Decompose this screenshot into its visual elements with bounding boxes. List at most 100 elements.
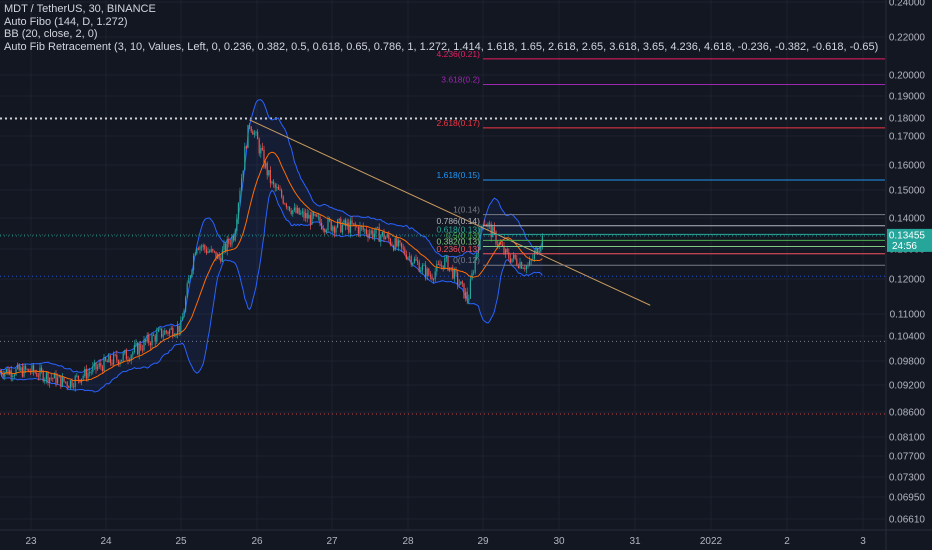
candle-body (277, 187, 279, 190)
candle-body (473, 272, 475, 274)
candle-body (156, 331, 158, 342)
candle-body (508, 252, 510, 259)
candle-body (329, 218, 331, 221)
candle-body (506, 249, 508, 253)
candle-body (20, 367, 22, 371)
candle-body (181, 317, 183, 321)
candle-body (345, 219, 347, 227)
time-axis-tick: 30 (553, 536, 565, 547)
candle-body (39, 367, 41, 377)
candle-body (386, 234, 388, 238)
candle-body (306, 213, 308, 219)
candle-body (124, 350, 126, 354)
candle-body (401, 242, 403, 248)
candle-body (428, 268, 430, 275)
candle-body (23, 365, 25, 377)
indicator-bollinger-bands[interactable]: BB (20, close, 2, 0) (4, 28, 98, 40)
candle-body (353, 223, 355, 225)
candle-body (37, 376, 39, 378)
candle-body (18, 364, 20, 371)
candle-body (151, 334, 153, 346)
candle-body (538, 251, 540, 255)
candle-body (372, 230, 374, 238)
candle-body (337, 219, 339, 228)
candle-body (249, 124, 251, 127)
candle-body (479, 228, 481, 250)
candle-body (146, 334, 148, 342)
candle-body (466, 291, 468, 301)
grid-lines (0, 0, 885, 530)
candle-body (429, 274, 431, 277)
indicator-auto-fib-retracement[interactable]: Auto Fib Retracement (3, 10, Values, Lef… (4, 40, 879, 53)
candle-body (210, 249, 212, 252)
candle-body (60, 375, 62, 387)
candle-body (207, 251, 209, 254)
candle-body (268, 170, 270, 176)
candle-body (380, 235, 382, 242)
fib-level-label: 0.5(0.13) (446, 230, 480, 240)
price-axis-tick: 0.08100 (889, 433, 926, 444)
price-axis-tick: 0.08600 (889, 408, 926, 419)
price-axis-tick: 0.22000 (889, 33, 926, 44)
candle-body (453, 269, 455, 279)
candle-body (396, 238, 398, 247)
candle-body (529, 260, 531, 266)
candle-body (281, 190, 283, 197)
candle-body (157, 329, 159, 332)
candle-body (189, 275, 191, 278)
candle-body (95, 362, 97, 370)
candle-body (271, 181, 273, 184)
candle-body (425, 265, 427, 277)
candle-body (265, 162, 267, 168)
candle-body (321, 222, 323, 230)
candle-body (279, 189, 281, 191)
price-axis-tick: 0.14000 (889, 214, 926, 225)
symbol-title[interactable]: MDT / TetherUS, 30, BINANCE (4, 3, 156, 15)
candle-body (209, 251, 211, 253)
candle-body (71, 380, 73, 387)
candle-body (167, 332, 169, 334)
candle-body (215, 251, 217, 259)
candle-body (223, 243, 225, 250)
candle-body (388, 234, 390, 239)
candle-body (348, 222, 350, 233)
candle-body (260, 147, 262, 154)
candle-body (148, 334, 150, 344)
candle-body (389, 238, 391, 245)
candle-body (50, 377, 52, 379)
candle-body (309, 214, 311, 225)
candle-body (311, 212, 313, 225)
candle-body (442, 265, 444, 269)
candle-body (308, 214, 310, 219)
price-axis-tick: 0.20000 (889, 71, 926, 82)
candle-body (25, 365, 27, 370)
candle-body (505, 249, 507, 254)
time-axis-tick: 23 (25, 536, 37, 547)
candles (0, 122, 543, 392)
candle-body (292, 210, 294, 214)
candle-body (444, 258, 446, 269)
candle-body (61, 376, 63, 387)
candle-body (109, 355, 111, 363)
candle-body (517, 265, 519, 268)
candle-body (135, 342, 137, 345)
candle-body (225, 243, 227, 252)
candle-body (303, 211, 305, 218)
candle-body (349, 220, 351, 233)
candle-body (245, 146, 247, 148)
candle-body (236, 218, 238, 232)
candle-body (153, 334, 155, 336)
candle-body (298, 207, 300, 215)
candle-body (383, 232, 385, 240)
indicator-auto-fibo[interactable]: Auto Fibo (144, D, 1.272) (4, 15, 128, 28)
candle-body (431, 276, 433, 280)
candle-body (100, 363, 102, 367)
candle-body (409, 256, 411, 258)
candle-body (90, 372, 92, 373)
candle-body (52, 378, 54, 379)
candle-body (537, 248, 539, 255)
time-axis-tick: 26 (251, 536, 263, 547)
candle-body (234, 231, 236, 241)
candle-body (63, 376, 65, 382)
